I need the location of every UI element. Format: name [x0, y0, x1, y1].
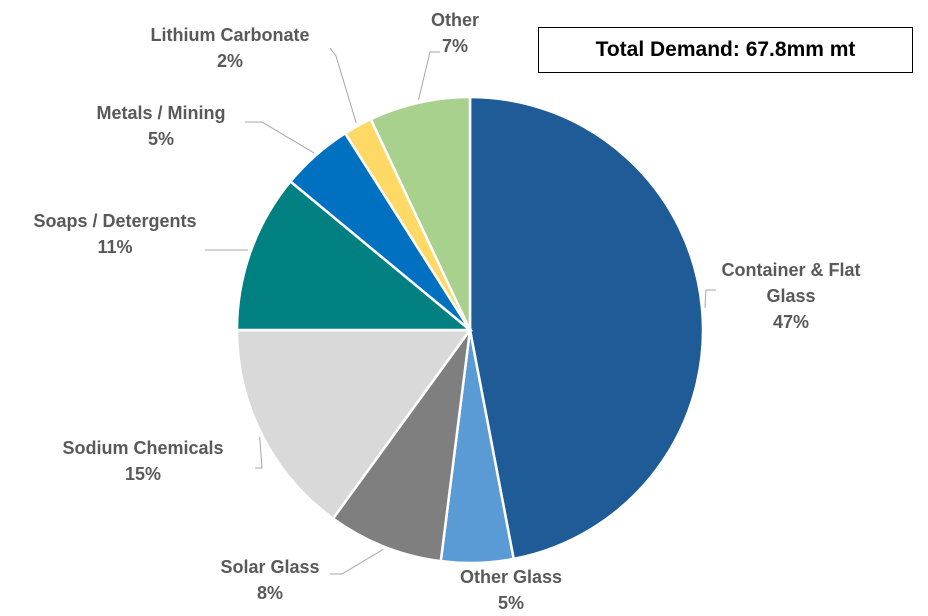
slice-name: Container & Flat Glass — [716, 257, 866, 309]
leader-line — [330, 48, 356, 123]
slice-name: Sodium Chemicals — [62, 435, 223, 461]
leader-line — [255, 437, 262, 468]
slice-percent: 47% — [716, 309, 866, 335]
slice-percent: 15% — [62, 461, 223, 487]
slice-name: Solar Glass — [220, 554, 319, 580]
slice-name: Other — [431, 7, 479, 33]
slice-percent: 5% — [96, 126, 225, 152]
leader-line — [419, 52, 440, 100]
leader-line — [245, 122, 314, 153]
pie-slice — [470, 97, 703, 559]
slice-name: Soaps / Detergents — [33, 208, 196, 234]
annotation: Total Demand: 67.8mm mt — [538, 27, 913, 73]
slice-percent: 7% — [431, 33, 479, 59]
slice-percent: 5% — [460, 590, 562, 616]
slice-name: Lithium Carbonate — [150, 22, 309, 48]
leader-line — [705, 290, 716, 308]
slice-name: Other Glass — [460, 564, 562, 590]
slice-name: Metals / Mining — [96, 100, 225, 126]
slice-percent: 11% — [33, 234, 196, 260]
slice-percent: 2% — [150, 48, 309, 74]
leader-line — [330, 549, 383, 574]
slice-percent: 8% — [220, 580, 319, 606]
